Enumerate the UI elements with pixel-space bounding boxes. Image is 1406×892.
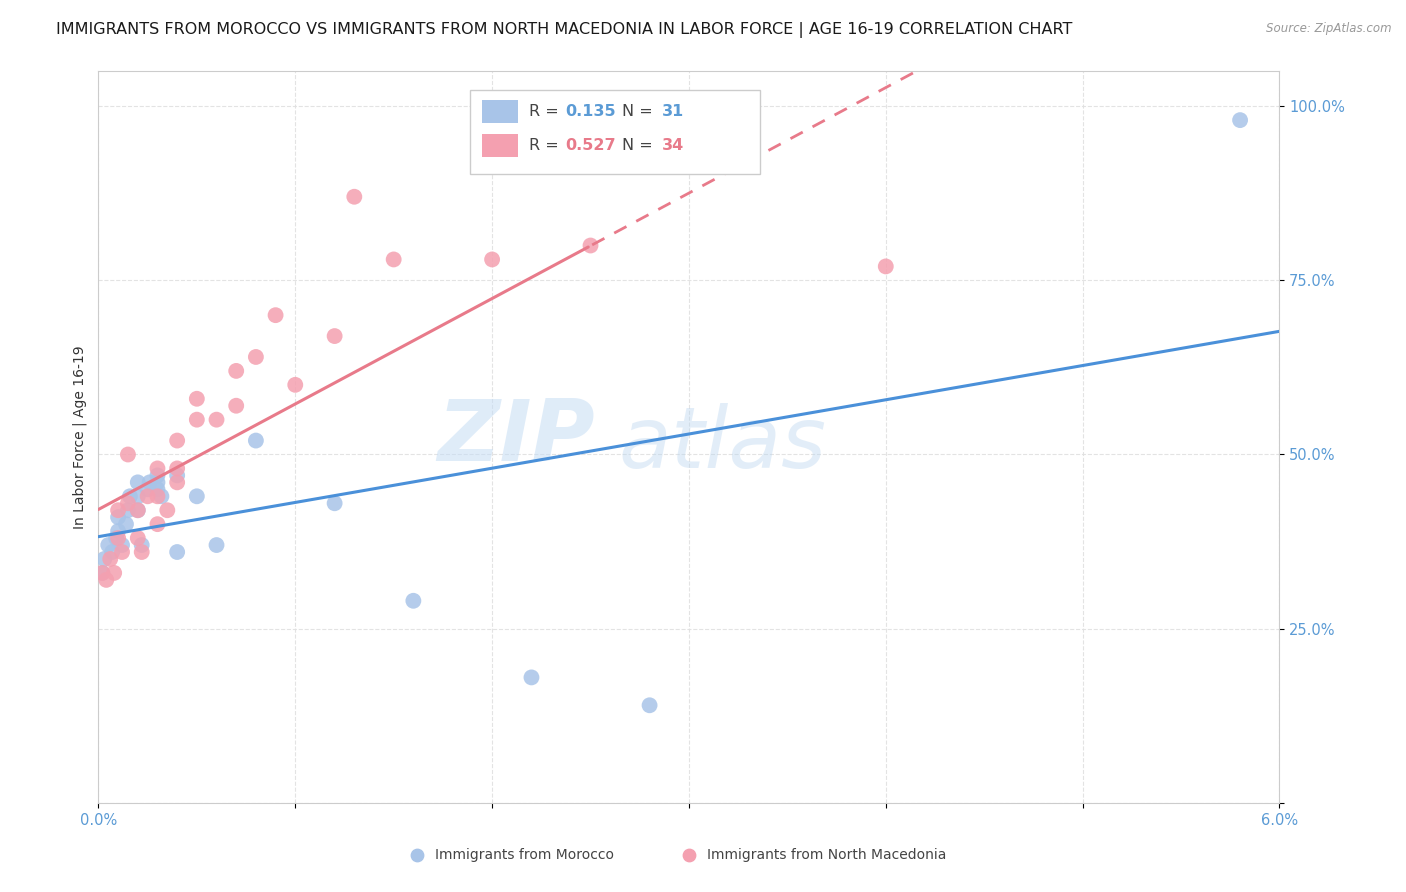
Text: atlas: atlas (619, 403, 827, 486)
Point (166, 468, 188, 483)
Point (105, 531, 128, 545)
Point (205, 538, 228, 552)
Text: R =: R = (530, 104, 564, 120)
Text: ZIP: ZIP (437, 395, 595, 479)
Text: R =: R = (530, 137, 564, 153)
Point (245, 350, 267, 364)
Point (111, 545, 134, 559)
Point (323, 329, 346, 343)
Y-axis label: In Labor Force | Age 16-19: In Labor Force | Age 16-19 (73, 345, 87, 529)
Text: N =: N = (621, 104, 658, 120)
Point (96, 573, 118, 587)
Point (520, 670, 543, 684)
Text: IMMIGRANTS FROM MOROCCO VS IMMIGRANTS FROM NORTH MACEDONIA IN LABOR FORCE | AGE : IMMIGRANTS FROM MOROCCO VS IMMIGRANTS FR… (56, 22, 1073, 38)
Point (146, 461, 169, 475)
FancyBboxPatch shape (482, 100, 517, 123)
FancyBboxPatch shape (482, 134, 517, 157)
Point (875, 260, 897, 274)
Point (103, 566, 125, 580)
Point (115, 517, 138, 532)
Point (131, 538, 153, 552)
Point (146, 517, 169, 532)
Point (638, 698, 661, 713)
Text: 0.527: 0.527 (565, 137, 616, 153)
Point (138, 475, 160, 490)
Point (93, 552, 115, 566)
Text: 0.135: 0.135 (565, 104, 616, 120)
Point (136, 489, 159, 503)
Point (117, 503, 139, 517)
Point (225, 399, 247, 413)
Point (101, 545, 124, 559)
Point (166, 434, 188, 448)
Point (186, 412, 208, 426)
Point (382, 252, 405, 267)
Point (91, 566, 114, 580)
Point (131, 545, 153, 559)
Point (127, 475, 149, 490)
Point (205, 412, 228, 426)
Point (166, 475, 188, 490)
Point (402, 594, 425, 608)
Point (127, 503, 149, 517)
FancyBboxPatch shape (471, 90, 759, 174)
Text: 34: 34 (662, 137, 685, 153)
Point (146, 483, 169, 497)
Point (166, 461, 188, 475)
Point (156, 503, 179, 517)
Point (127, 531, 149, 545)
Point (323, 496, 346, 510)
Text: N =: N = (621, 137, 658, 153)
Point (245, 434, 267, 448)
Point (107, 510, 129, 524)
Point (91, 566, 114, 580)
Point (107, 531, 129, 545)
Point (186, 392, 208, 406)
Point (186, 489, 208, 503)
Text: 31: 31 (662, 104, 685, 120)
Point (166, 545, 188, 559)
Point (107, 524, 129, 538)
Point (1229, 113, 1251, 128)
Point (146, 468, 169, 483)
Point (579, 238, 602, 252)
Point (127, 489, 149, 503)
Text: Source: ZipAtlas.com: Source: ZipAtlas.com (1267, 22, 1392, 36)
Point (98, 552, 121, 566)
Point (343, 190, 366, 204)
Point (97, 538, 120, 552)
Point (136, 483, 159, 497)
Point (117, 448, 139, 462)
Text: Immigrants from North Macedonia: Immigrants from North Macedonia (707, 848, 946, 863)
Point (146, 475, 169, 490)
Point (117, 496, 139, 510)
Text: Immigrants from Morocco: Immigrants from Morocco (434, 848, 614, 863)
Point (481, 252, 503, 267)
Point (284, 377, 307, 392)
Point (264, 308, 287, 322)
Point (127, 503, 149, 517)
Point (150, 489, 173, 503)
Point (111, 538, 134, 552)
Point (146, 489, 169, 503)
Point (118, 489, 141, 503)
Point (225, 364, 247, 378)
Point (107, 503, 129, 517)
